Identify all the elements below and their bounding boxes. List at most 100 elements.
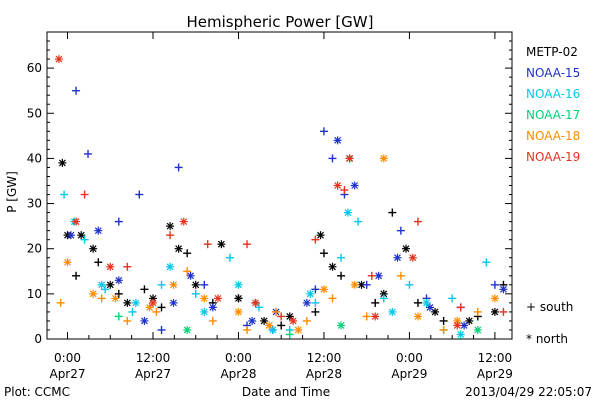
legend-entry: METP-02 xyxy=(526,45,578,59)
legend-entry: NOAA-15 xyxy=(526,66,580,80)
legend-south: + south xyxy=(526,300,573,314)
north-point xyxy=(114,276,123,285)
x-axis: 0:00 Apr27 12:00 Apr27 0:00 Apr28 12:00 Apr28 0:… xyxy=(49,32,513,381)
south-point xyxy=(84,149,93,158)
north-point xyxy=(328,262,337,271)
north-point xyxy=(89,244,98,253)
south-point xyxy=(183,267,192,276)
south-point xyxy=(337,253,346,262)
south-point xyxy=(396,226,405,235)
north-point xyxy=(234,280,243,289)
x-axis-label: Date and Time xyxy=(242,385,330,399)
north-point xyxy=(333,136,342,145)
north-point-d2 xyxy=(380,154,388,162)
north-point xyxy=(123,298,132,307)
north-point-d2 xyxy=(252,299,259,307)
north-point xyxy=(217,240,226,249)
north-point-d2 xyxy=(94,227,102,235)
south-point xyxy=(340,186,349,195)
north-point xyxy=(499,285,508,294)
north-point-d2 xyxy=(306,290,314,298)
north-point xyxy=(106,262,115,271)
north-point-d2 xyxy=(106,281,114,289)
north-point xyxy=(306,289,315,298)
north-point xyxy=(248,316,257,325)
legend: METP-02 NOAA-15 NOAA-16 NOAA-17 NOAA-18 NOAA-… xyxy=(526,45,580,164)
north-point-d2 xyxy=(375,272,383,280)
south-point xyxy=(311,235,320,244)
north-point xyxy=(268,325,277,334)
south-point xyxy=(499,307,508,316)
x-tick-date-label: Apr27 xyxy=(135,367,171,381)
north-point-d2 xyxy=(394,254,401,262)
north-point xyxy=(319,285,328,294)
south-point xyxy=(191,289,200,298)
south-point xyxy=(362,280,371,289)
north-point xyxy=(200,294,209,303)
x-tick-time-label: 12:00 xyxy=(478,351,513,365)
north-point xyxy=(77,231,86,240)
south-point xyxy=(448,294,457,303)
north-point xyxy=(490,294,499,303)
south-point xyxy=(225,253,234,262)
south-point xyxy=(311,285,320,294)
north-point-d2 xyxy=(491,294,499,302)
north-point-d2 xyxy=(67,231,75,239)
north-point-d2 xyxy=(217,240,225,248)
north-point-d2 xyxy=(170,299,177,307)
north-point xyxy=(343,208,352,217)
south-point xyxy=(413,298,422,307)
south-point xyxy=(482,258,491,267)
north-point-d2 xyxy=(175,245,183,253)
south-point xyxy=(157,280,166,289)
south-point xyxy=(371,298,380,307)
north-point-d2 xyxy=(187,272,195,280)
x-tick-date-label: Apr28 xyxy=(220,367,256,381)
north-point xyxy=(166,222,175,231)
north-point xyxy=(302,298,311,307)
north-point-d2 xyxy=(214,294,222,302)
north-point-d2 xyxy=(289,317,297,325)
north-point-d2 xyxy=(166,222,174,230)
south-point xyxy=(80,235,89,244)
y-axis: 0 10 20 30 40 50 60 xyxy=(27,40,512,346)
legend-entry: NOAA-19 xyxy=(526,150,580,164)
north-point xyxy=(183,325,192,334)
north-point-d2 xyxy=(317,231,324,239)
north-point xyxy=(166,262,175,271)
north-point xyxy=(191,280,200,289)
north-point xyxy=(490,307,499,316)
south-point xyxy=(328,294,337,303)
south-point xyxy=(490,280,499,289)
south-point xyxy=(152,307,161,316)
south-point xyxy=(396,271,405,280)
legend-north: * north xyxy=(526,332,568,346)
south-point xyxy=(254,303,263,312)
north-point xyxy=(425,303,434,312)
south-point xyxy=(439,325,448,334)
north-point-d2 xyxy=(329,263,336,271)
north-point xyxy=(169,298,178,307)
south-point xyxy=(337,271,346,280)
north-point-d2 xyxy=(294,326,302,334)
north-point-d2 xyxy=(371,313,379,320)
north-point xyxy=(316,231,325,240)
north-point-d2 xyxy=(89,245,97,253)
north-point xyxy=(371,312,380,321)
y-tick-label: 50 xyxy=(27,106,42,120)
plot-source: Plot: CCMC xyxy=(4,385,70,399)
north-point-d2 xyxy=(200,308,208,316)
x-tick-time-label: 12:00 xyxy=(307,351,342,365)
y-tick-label: 20 xyxy=(27,242,42,256)
north-point xyxy=(453,321,462,330)
south-point xyxy=(80,190,89,199)
north-point-d2 xyxy=(380,290,388,298)
x-tick-time-label: 0:00 xyxy=(396,351,423,365)
north-point xyxy=(145,303,154,312)
south-point xyxy=(157,303,166,312)
north-point-d2 xyxy=(141,317,148,325)
north-point-d2 xyxy=(351,182,359,189)
north-point xyxy=(388,307,397,316)
north-point-d2 xyxy=(170,281,177,289)
north-point-d2 xyxy=(111,294,119,302)
